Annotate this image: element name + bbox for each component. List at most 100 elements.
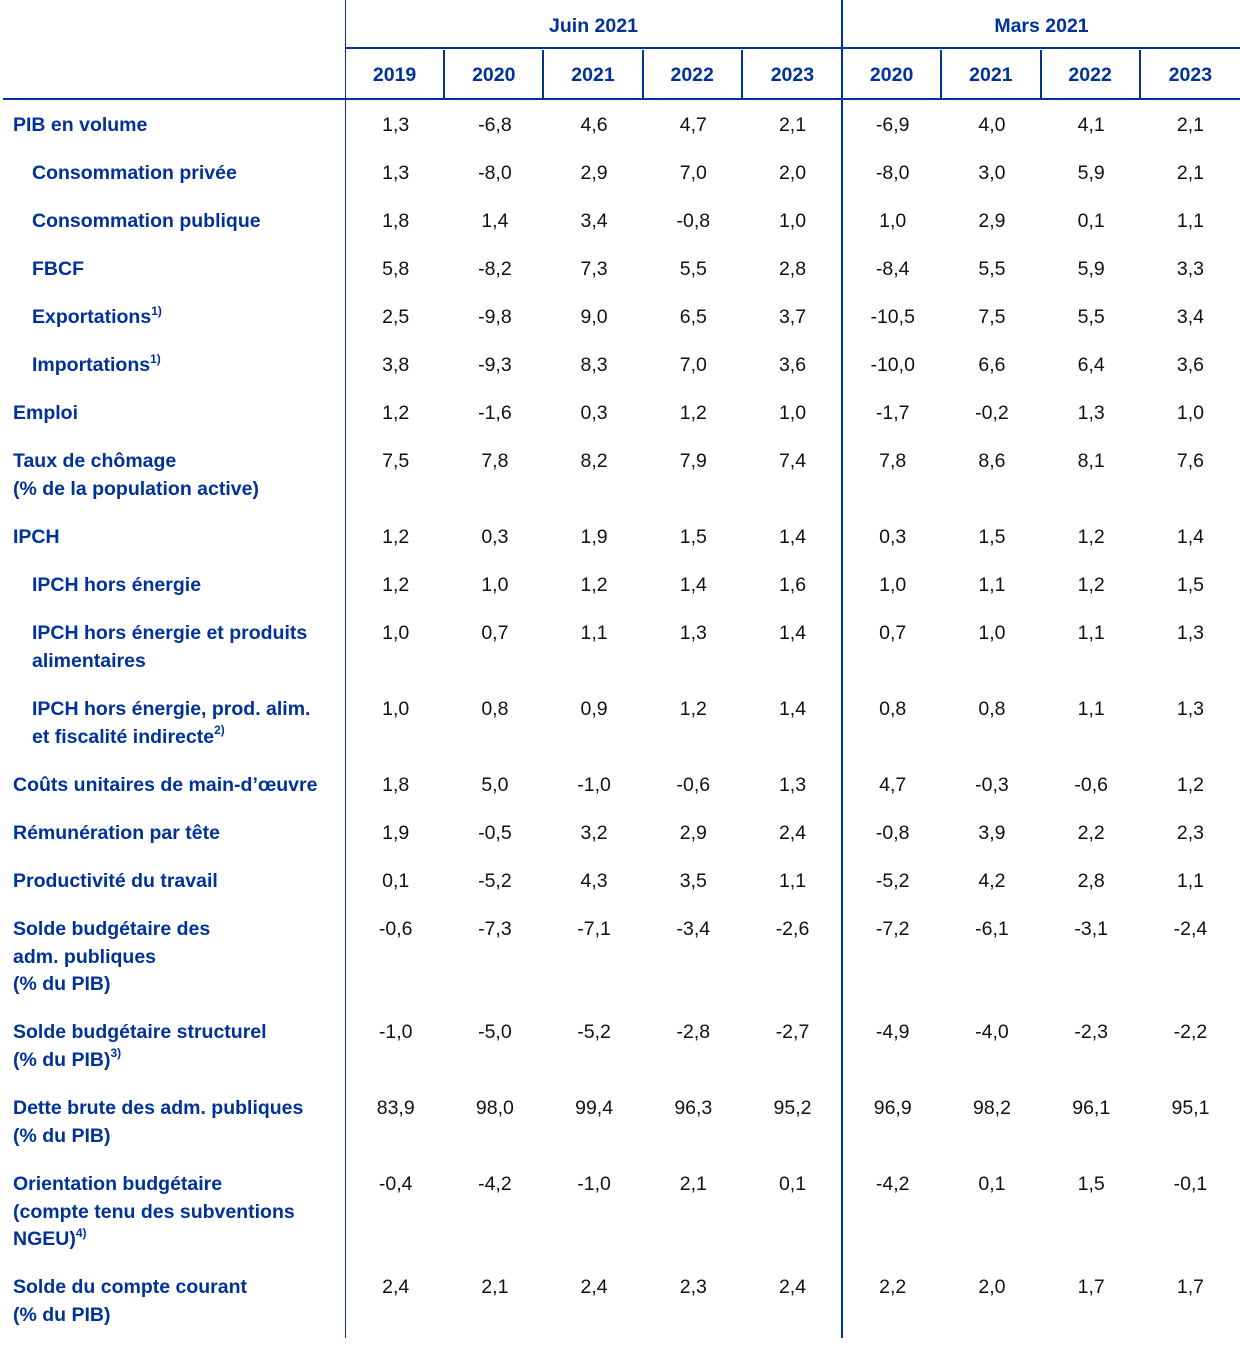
- value-cell: 2,9: [978, 210, 1006, 232]
- value-cell: 2,2: [1077, 822, 1105, 844]
- row-label-line: (% de la population active): [13, 477, 259, 500]
- row-label-line: Productivité du travail: [13, 870, 218, 892]
- value-cell: 8,1: [1077, 450, 1105, 472]
- table-row: Coûts unitaires de main-d’œuvre 1,8 5,0 -1,…: [0, 760, 1240, 808]
- row-label: Consommation privée: [32, 160, 362, 188]
- value-cell: 1,6: [778, 574, 807, 596]
- value-cell: 1,2: [679, 402, 707, 424]
- table-row: Taux de chômage (% de la population activ…: [0, 436, 1240, 512]
- value-cell: -2,8: [676, 1021, 711, 1043]
- value-cell: -9,8: [478, 306, 512, 328]
- value-cell: 7,0: [679, 354, 707, 376]
- value-cell: 95,1: [1171, 1097, 1210, 1119]
- value-cell: -10,5: [870, 306, 915, 328]
- value-cell: 0,8: [481, 698, 509, 720]
- value-cell: 1,9: [580, 526, 608, 548]
- row-label: Emploi: [13, 400, 343, 428]
- value-cell: 1,3: [679, 622, 707, 644]
- value-cell: 2,8: [1077, 870, 1105, 892]
- value-cell: 1,9: [382, 822, 410, 844]
- value-cell: 3,4: [1176, 306, 1204, 328]
- value-cell: -6,8: [478, 114, 512, 136]
- table-row: Rémunération par tête 1,9 -0,5 3,2 2,9 2,4 -0,…: [0, 808, 1240, 856]
- row-label: Taux de chômage (% de la population activ…: [13, 448, 343, 503]
- row-label: Importations1): [32, 352, 362, 380]
- table-row: FBCF 5,8 -8,2 7,3 5,5 2,8 -8,4 5,5 5,9 3,3: [0, 244, 1240, 292]
- value-cell: 8,3: [580, 354, 608, 376]
- row-label: FBCF: [32, 256, 362, 284]
- value-cell: -7,2: [875, 918, 910, 940]
- value-cell: 2,1: [481, 1276, 509, 1298]
- value-cell: 2,1: [679, 1173, 707, 1195]
- value-cell: 1,0: [778, 402, 807, 424]
- value-cell: 4,6: [580, 114, 608, 136]
- table-row: Consommation publique 1,8 1,4 3,4 -0,8 1,0 1,0…: [0, 196, 1240, 244]
- row-label: Consommation publique: [32, 208, 362, 236]
- value-cell: 1,2: [382, 402, 410, 424]
- row-label: Exportations1): [32, 304, 362, 332]
- value-cell: -5,2: [875, 870, 910, 892]
- row-label-line: Orientation budgétaire: [13, 1173, 223, 1195]
- table-row: Solde budgétaire des adm. publiques (% du …: [0, 904, 1240, 1007]
- value-cell: 1,8: [382, 210, 410, 232]
- group-header-juin-2021: Juin 2021: [549, 15, 638, 37]
- value-cell: 6,6: [978, 354, 1006, 376]
- row-label-line: PIB en volume: [13, 114, 148, 136]
- value-cell: 2,4: [580, 1276, 608, 1298]
- row-label-line: NGEU): [13, 1228, 76, 1250]
- value-cell: -1,0: [378, 1021, 413, 1043]
- value-cell: 96,1: [1072, 1097, 1111, 1119]
- row-label-line: Solde budgétaire des: [13, 918, 211, 940]
- row-label-line: FBCF: [32, 258, 84, 280]
- value-cell: -4,2: [478, 1173, 512, 1195]
- value-cell: 3,6: [778, 354, 807, 376]
- row-label: Solde budgétaire des adm. publiques (% du …: [13, 916, 343, 999]
- row-label: Solde budgétaire structurel (% du PIB)3): [13, 1019, 343, 1074]
- value-cell: 0,7: [879, 622, 907, 644]
- value-cell: -3,4: [676, 918, 711, 940]
- value-cell: 2,1: [1176, 114, 1204, 136]
- value-cell: -1,7: [875, 402, 910, 424]
- value-cell: -8,4: [875, 258, 910, 280]
- row-label: IPCH hors énergie: [32, 572, 362, 600]
- value-cell: -0,4: [378, 1173, 413, 1195]
- value-cell: 8,2: [580, 450, 608, 472]
- value-cell: 2,9: [679, 822, 707, 844]
- row-label-line: Exportations: [32, 306, 152, 328]
- row-label: Dette brute des adm. publiques (% du PIB): [13, 1095, 343, 1150]
- value-cell: -8,0: [478, 162, 512, 184]
- footnote-marker: 4): [75, 1225, 87, 1240]
- value-cell: -3,1: [1074, 918, 1108, 940]
- value-cell: 5,5: [679, 258, 707, 280]
- row-label-line: adm. publiques: [13, 945, 157, 968]
- year-header: 2020: [843, 50, 943, 98]
- value-cell: 4,3: [580, 870, 608, 892]
- table-row: PIB en volume 1,3 -6,8 4,6 4,7 2,1 -6,9 4,0 4,1 2…: [0, 100, 1240, 148]
- value-cell: 2,4: [778, 822, 807, 844]
- value-cell: 2,3: [1176, 822, 1204, 844]
- value-cell: 1,0: [879, 574, 907, 596]
- value-cell: 0,1: [978, 1173, 1006, 1195]
- value-cell: -0,6: [1074, 774, 1108, 796]
- value-cell: -6,9: [875, 114, 910, 136]
- value-cell: 3,4: [580, 210, 608, 232]
- value-cell: 0,7: [481, 622, 509, 644]
- row-label: Productivité du travail: [13, 868, 343, 896]
- value-cell: 1,3: [382, 114, 410, 136]
- value-cell: 3,3: [1176, 258, 1204, 280]
- value-cell: 1,4: [679, 574, 707, 596]
- value-cell: 1,1: [1176, 870, 1204, 892]
- year-header: 2023: [770, 64, 815, 86]
- value-cell: 4,7: [679, 114, 707, 136]
- row-label-line: (% du PIB): [13, 973, 111, 995]
- value-cell: 1,1: [1077, 698, 1105, 720]
- value-cell: 7,5: [978, 306, 1006, 328]
- value-cell: 3,5: [679, 870, 707, 892]
- value-cell: 7,8: [481, 450, 509, 472]
- row-label-line: Dette brute des adm. publiques: [13, 1097, 304, 1119]
- value-cell: 5,8: [382, 258, 410, 280]
- value-cell: -4,0: [975, 1021, 1009, 1043]
- value-cell: 2,1: [1176, 162, 1204, 184]
- value-cell: 1,5: [1077, 1173, 1105, 1195]
- value-cell: 2,9: [580, 162, 608, 184]
